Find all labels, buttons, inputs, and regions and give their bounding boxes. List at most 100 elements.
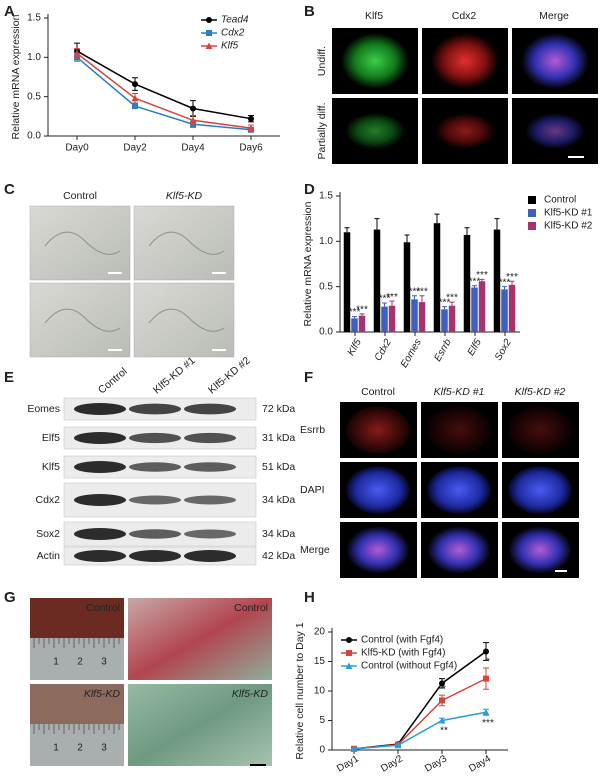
blot-band (129, 550, 181, 562)
error-bar (352, 316, 357, 319)
x-tick-label: Esrrb (432, 337, 454, 364)
histology (128, 598, 272, 680)
panel-letter: C (4, 181, 15, 198)
panel-letter: F (304, 369, 313, 386)
cell-cluster (427, 406, 491, 454)
cell-cluster (508, 526, 572, 574)
cell-cluster (508, 466, 572, 514)
blot-band (129, 529, 181, 539)
data-point (439, 697, 445, 704)
error-bar (502, 286, 507, 290)
protein-label: Klf5 (42, 461, 60, 473)
image-label: Control (234, 602, 268, 614)
data-point (439, 680, 445, 687)
blot-band (74, 432, 126, 444)
error-bar (419, 295, 425, 303)
x-tick-label: Day2 (379, 753, 405, 774)
series-line (353, 711, 487, 750)
data-point (350, 745, 358, 752)
ruler (30, 724, 124, 766)
significance: *** (409, 286, 421, 297)
micrograph (133, 205, 235, 281)
data-point (247, 124, 255, 132)
cell-outline (44, 231, 121, 255)
ruler-number: 1 (53, 657, 59, 668)
y-tick-label: 15 (314, 656, 326, 667)
scale-bar (108, 349, 122, 351)
scale-bar (212, 349, 226, 351)
blot-band (74, 528, 126, 540)
size-label: 42 kDa (262, 550, 295, 562)
ruler-number: 3 (101, 743, 107, 754)
blot-band (184, 462, 236, 472)
row-label: Partially diff. (316, 103, 328, 160)
error-bar (412, 295, 417, 300)
cell-cluster (431, 33, 499, 89)
data-point (248, 115, 254, 122)
lane-label: Klf5-KD #2 (206, 354, 253, 396)
data-point (190, 105, 196, 112)
y-tick-label: 1.0 (27, 52, 41, 63)
data-point (345, 662, 353, 669)
size-label: 31 kDa (262, 432, 295, 444)
series-line (76, 50, 252, 120)
cell-cluster (521, 33, 589, 89)
x-tick-label: Day3 (423, 753, 449, 774)
y-tick-label: 0 (319, 745, 325, 756)
error-bar (449, 301, 455, 306)
blot-band (184, 529, 236, 539)
panel-letter: G (4, 589, 16, 606)
significance: ** (440, 726, 448, 737)
cell-cluster (341, 33, 409, 89)
scale-bar (108, 272, 122, 274)
x-tick-label: Cdx2 (373, 337, 394, 363)
row-label: Esrrb (300, 424, 325, 436)
cell-cluster (427, 526, 491, 574)
protein-label: Cdx2 (35, 494, 60, 506)
column-label: Control (361, 386, 395, 398)
column-label: Merge (539, 10, 569, 22)
y-tick-label: 0.5 (27, 91, 41, 102)
y-tick-label: 1.5 (27, 13, 41, 24)
blot-band (184, 550, 236, 562)
x-tick-label: Sox2 (493, 337, 514, 363)
significance: * (442, 684, 446, 695)
bar (463, 234, 471, 332)
cell-cluster (346, 466, 410, 514)
panel-letter: D (304, 181, 315, 198)
panel-letter: A (4, 3, 15, 20)
cell-cluster (346, 406, 410, 454)
significance: *** (506, 272, 518, 283)
scale-bar (212, 272, 226, 274)
bar (493, 229, 501, 332)
data-point (131, 94, 139, 102)
error-bar (382, 302, 387, 307)
x-tick-label: Day4 (467, 753, 493, 774)
data-point (346, 637, 352, 643)
image-label: Klf5-KD (84, 688, 121, 700)
error-bar (374, 218, 380, 230)
image-label: Klf5-KD (232, 688, 269, 700)
legend-label: Control (544, 195, 576, 206)
data-point (483, 648, 489, 655)
column-label: Klf5-KD (166, 190, 203, 202)
data-point (483, 675, 489, 682)
bar (501, 289, 508, 332)
blot-band (184, 432, 236, 444)
blot-band (129, 495, 181, 505)
data-point (189, 116, 197, 124)
ruler-number: 3 (101, 657, 107, 668)
size-label: 34 kDa (262, 494, 295, 506)
bar (358, 315, 366, 332)
legend-label: Cdx2 (221, 28, 245, 39)
x-tick-label: Day0 (65, 143, 89, 154)
column-label: Klf5 (365, 10, 383, 22)
blot-band (74, 494, 126, 506)
error-bar (389, 300, 395, 306)
bar (351, 318, 358, 332)
ruler-number: 2 (77, 743, 83, 754)
scale-bar (568, 156, 584, 158)
bar (441, 309, 448, 332)
